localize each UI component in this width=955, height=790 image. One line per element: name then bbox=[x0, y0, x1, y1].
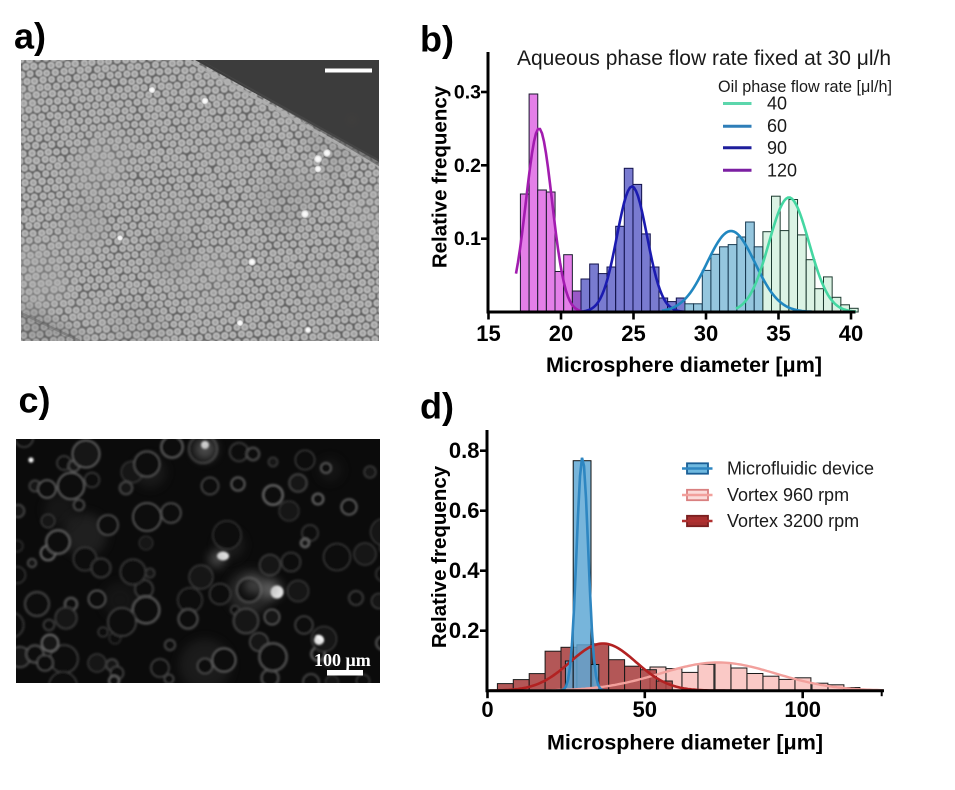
svg-text:50: 50 bbox=[633, 697, 657, 722]
svg-text:60: 60 bbox=[767, 116, 787, 136]
svg-text:b): b) bbox=[420, 19, 454, 60]
svg-text:d): d) bbox=[420, 386, 454, 427]
svg-text:25: 25 bbox=[621, 321, 645, 346]
svg-text:Microsphere diameter [μm]: Microsphere diameter [μm] bbox=[546, 353, 822, 377]
svg-text:Relative frequency: Relative frequency bbox=[429, 85, 452, 268]
svg-text:100: 100 bbox=[784, 697, 821, 722]
svg-text:Oil phase flow rate [μl/h]: Oil phase flow rate [μl/h] bbox=[718, 78, 892, 96]
svg-text:0.8: 0.8 bbox=[449, 438, 480, 463]
svg-text:100 μm: 100 μm bbox=[314, 650, 371, 670]
svg-text:35: 35 bbox=[766, 321, 790, 346]
svg-text:0: 0 bbox=[481, 697, 493, 722]
svg-text:40: 40 bbox=[767, 94, 787, 114]
svg-text:0.3: 0.3 bbox=[454, 82, 481, 104]
svg-text:a): a) bbox=[14, 16, 46, 57]
svg-text:0.4: 0.4 bbox=[449, 558, 480, 583]
svg-text:0.1: 0.1 bbox=[454, 228, 481, 250]
svg-text:40: 40 bbox=[839, 321, 863, 346]
svg-text:0.6: 0.6 bbox=[449, 498, 480, 523]
svg-text:c): c) bbox=[19, 380, 51, 421]
svg-text:Aqueous phase flow rate fixed: Aqueous phase flow rate fixed at 30 μl/h bbox=[517, 47, 891, 70]
svg-text:15: 15 bbox=[476, 321, 500, 346]
svg-text:0.2: 0.2 bbox=[454, 155, 481, 177]
svg-text:90: 90 bbox=[767, 138, 787, 158]
svg-text:20: 20 bbox=[549, 321, 573, 346]
svg-text:0.2: 0.2 bbox=[449, 618, 480, 643]
svg-text:Microsphere diameter [μm]: Microsphere diameter [μm] bbox=[547, 731, 823, 755]
svg-text:120: 120 bbox=[767, 160, 797, 180]
svg-text:Relative frequency: Relative frequency bbox=[428, 465, 451, 648]
svg-text:Microfluidic device: Microfluidic device bbox=[727, 459, 874, 479]
svg-text:Vortex 960 rpm: Vortex 960 rpm bbox=[727, 485, 849, 505]
svg-text:30: 30 bbox=[694, 321, 718, 346]
svg-text:Vortex 3200 rpm: Vortex 3200 rpm bbox=[727, 511, 859, 531]
